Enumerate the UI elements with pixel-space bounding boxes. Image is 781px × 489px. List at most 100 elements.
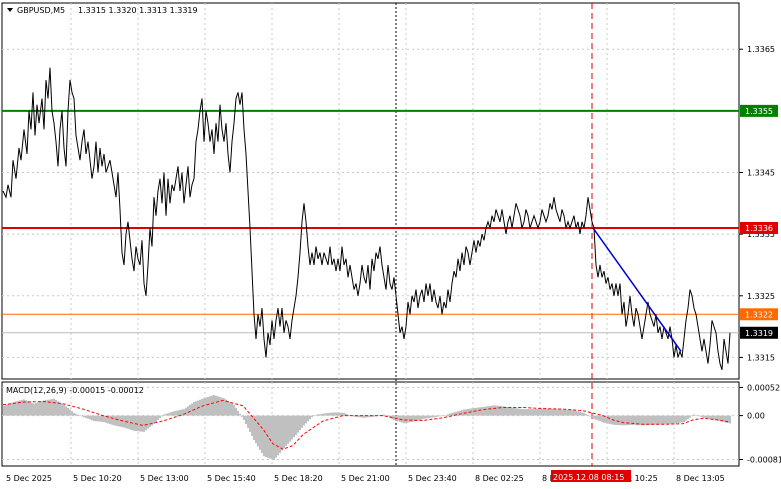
macd-histogram-bar — [433, 415, 435, 418]
macd-histogram-bar — [201, 399, 203, 416]
macd-histogram-bar — [517, 408, 519, 416]
time-tick-label: 5 Dec 15:40 — [207, 474, 256, 483]
macd-histogram-bar — [557, 409, 559, 416]
macd-histogram-bar — [449, 413, 451, 416]
macd-histogram-bar — [55, 399, 57, 416]
macd-histogram-bar — [99, 415, 101, 422]
macd-histogram-bar — [467, 408, 469, 416]
macd-histogram-bar — [367, 415, 369, 418]
macd-histogram-bar — [329, 412, 331, 416]
macd-histogram-bar — [475, 407, 477, 416]
price-tick-label: 1.3345 — [747, 169, 775, 178]
macd-histogram-bar — [115, 415, 117, 426]
macd-histogram-bar — [625, 415, 627, 426]
macd-histogram-bar — [567, 409, 569, 416]
macd-histogram-bar — [45, 400, 47, 416]
time-tick-label: 5 Dec 13:00 — [140, 474, 189, 483]
macd-histogram-bar — [15, 401, 17, 416]
macd-histogram-bar — [321, 413, 323, 416]
time-tick-label: 8 Dec 13:05 — [676, 474, 725, 483]
macd-histogram-bar — [41, 401, 43, 416]
level-label-box — [740, 104, 778, 117]
time-tick-label: 8 Dec 02:25 — [475, 474, 524, 483]
macd-histogram-bar — [241, 415, 243, 417]
macd-histogram-bar — [157, 415, 159, 421]
macd-histogram-bar — [91, 415, 93, 421]
macd-histogram-bar — [53, 398, 55, 416]
macd-histogram-bar — [149, 415, 151, 427]
macd-histogram-bar — [269, 415, 271, 459]
macd-histogram-bar — [729, 415, 731, 424]
macd-histogram-bar — [387, 415, 389, 417]
macd-histogram-bar — [155, 415, 157, 422]
macd-histogram-bar — [529, 409, 531, 416]
macd-histogram-bar — [179, 409, 181, 416]
macd-histogram-bar — [79, 415, 81, 416]
macd-histogram-bar — [479, 407, 481, 416]
macd-histogram-bar — [563, 409, 565, 416]
macd-histogram-bar — [33, 403, 35, 416]
macd-histogram-bar — [305, 415, 307, 424]
macd-histogram-bar — [491, 405, 493, 416]
macd-histogram-bar — [417, 415, 419, 421]
symbol-dropdown-icon[interactable] — [7, 8, 13, 12]
macd-histogram-bar — [547, 408, 549, 416]
macd-histogram-bar — [533, 409, 535, 416]
macd-histogram-bar — [703, 415, 705, 418]
macd-histogram-bar — [451, 412, 453, 416]
macd-histogram-bar — [167, 413, 169, 416]
macd-histogram-bar — [281, 415, 283, 451]
macd-histogram-bar — [629, 415, 631, 426]
level-label-text: 1.3355 — [745, 107, 773, 116]
macd-histogram-bar — [175, 410, 177, 416]
macd-histogram-bar — [443, 415, 445, 417]
macd-histogram-bar — [277, 415, 279, 456]
macd-histogram-bar — [615, 415, 617, 425]
macd-histogram-bar — [383, 414, 385, 416]
macd-histogram-bar — [249, 415, 251, 432]
macd-histogram-bar — [503, 406, 505, 416]
macd-histogram-bar — [313, 415, 315, 416]
macd-histogram-bar — [147, 415, 149, 429]
macd-histogram-bar — [355, 415, 357, 417]
trendline[interactable] — [592, 227, 682, 352]
macd-histogram-bar — [435, 415, 437, 417]
macd-histogram-bar — [163, 414, 165, 416]
level-label-box — [740, 326, 778, 339]
highlighted-time-box — [551, 470, 631, 482]
macd-histogram-bar — [541, 408, 543, 416]
macd-histogram-bar — [129, 415, 131, 430]
macd-histogram-bar — [217, 396, 219, 416]
macd-histogram-bar — [341, 412, 343, 416]
macd-histogram-bar — [187, 406, 189, 416]
macd-histogram-bar — [423, 415, 425, 419]
macd-histogram-bar — [247, 415, 249, 428]
macd-histogram-bar — [635, 415, 637, 425]
macd-histogram-bar — [539, 408, 541, 416]
macd-histogram-bar — [659, 415, 661, 425]
macd-histogram-bar — [645, 415, 647, 426]
macd-histogram-bar — [231, 403, 233, 416]
macd-histogram-bar — [639, 415, 641, 426]
macd-histogram-bar — [63, 404, 65, 416]
macd-histogram-bar — [667, 415, 669, 425]
macd-histogram-bar — [633, 415, 635, 425]
macd-histogram-bar — [697, 415, 699, 417]
macd-histogram-bar — [245, 415, 247, 424]
macd-histogram-bar — [523, 409, 525, 416]
macd-histogram-bar — [675, 415, 677, 424]
macd-histogram-bar — [219, 396, 221, 416]
macd-histogram-bar — [337, 412, 339, 416]
macd-histogram-bar — [691, 415, 693, 417]
macd-histogram-bar — [103, 415, 105, 423]
macd-histogram-bar — [75, 413, 77, 416]
time-tick-label: 8 Dec 10:25 — [609, 474, 658, 483]
price-tick-label: 1.3335 — [747, 230, 775, 239]
level-label-box — [740, 221, 778, 234]
macd-histogram-bar — [647, 415, 649, 426]
macd-histogram-bar — [471, 408, 473, 416]
macd-histogram-bar — [215, 395, 217, 416]
macd-histogram-bar — [515, 408, 517, 416]
macd-histogram-bar — [263, 415, 265, 457]
